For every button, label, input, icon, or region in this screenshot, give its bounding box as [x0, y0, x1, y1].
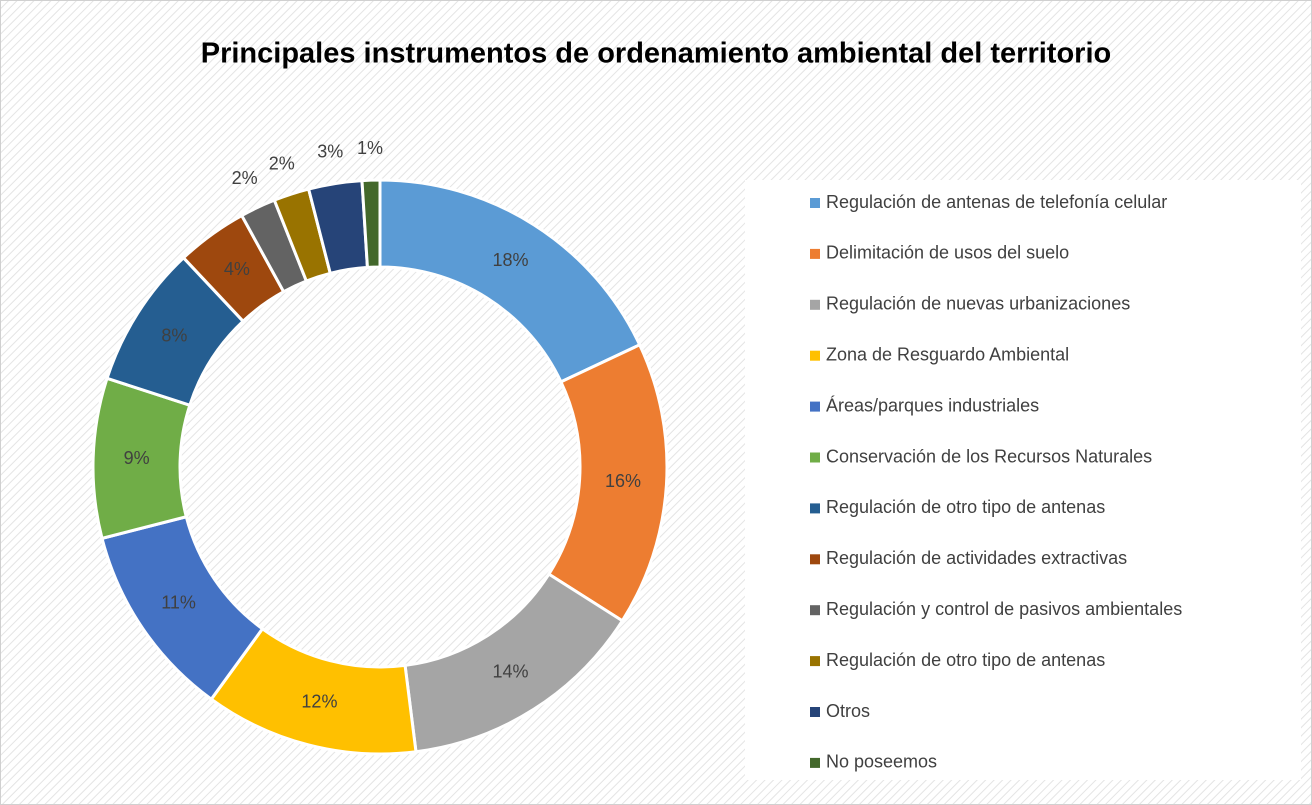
donut-segment [360, 178, 382, 269]
legend-label: Regulación de nuevas urbanizaciones [826, 294, 1130, 314]
legend-label: No poseemos [826, 752, 937, 772]
legend-swatch [810, 656, 820, 667]
data-label: 3% [317, 142, 343, 162]
data-label: 9% [124, 448, 150, 468]
legend-swatch [810, 299, 820, 310]
legend-label: Zona de Resguardo Ambiental [826, 344, 1069, 364]
data-label: 16% [605, 471, 641, 491]
legend-swatch [810, 757, 820, 768]
chart-title: Principales instrumentos de ordenamiento… [201, 38, 1111, 70]
data-label: 11% [161, 593, 196, 613]
data-label: 12% [301, 692, 337, 712]
legend-label: Regulación de antenas de telefonía celul… [826, 192, 1167, 212]
legend-swatch [810, 350, 820, 361]
legend-swatch [810, 554, 820, 565]
data-label: 18% [492, 250, 528, 270]
data-label: 4% [224, 259, 250, 279]
legend-swatch [810, 707, 820, 717]
legend-swatch [810, 198, 820, 208]
data-label: 14% [492, 661, 528, 681]
legend-label: Regulación de otro tipo de antenas [826, 650, 1105, 670]
legend-label: Delimitación de usos del suelo [826, 243, 1069, 263]
data-label: 2% [232, 168, 258, 188]
legend-label: Regulación y control de pasivos ambienta… [826, 599, 1182, 619]
legend-box [745, 180, 1301, 780]
legend-swatch [810, 605, 820, 616]
legend-swatch [810, 401, 820, 412]
legend-label: Otros [826, 701, 870, 721]
legend-label: Conservación de los Recursos Naturales [826, 446, 1152, 466]
legend-swatch [810, 452, 820, 463]
legend-swatch [810, 248, 820, 259]
legend-label: Regulación de actividades extractivas [826, 548, 1127, 568]
legend-label: Áreas/parques industriales [826, 395, 1039, 415]
data-label: 2% [269, 153, 295, 173]
data-label: 1% [357, 138, 383, 158]
data-label: 8% [161, 325, 187, 345]
legend-swatch [810, 503, 820, 514]
legend-label: Regulación de otro tipo de antenas [826, 497, 1105, 517]
